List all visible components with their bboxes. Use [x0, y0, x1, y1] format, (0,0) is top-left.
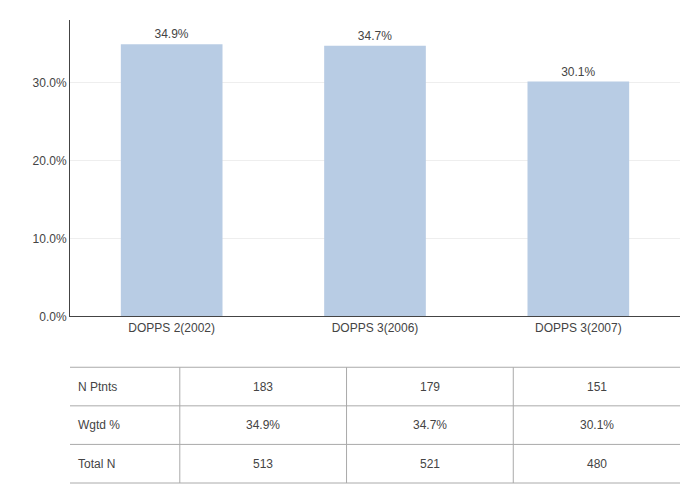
svg-text:Total N: Total N: [78, 457, 115, 471]
svg-text:DOPPS 3(2006): DOPPS 3(2006): [332, 321, 419, 335]
svg-text:34.9%: 34.9%: [246, 418, 280, 432]
svg-text:34.7%: 34.7%: [358, 29, 392, 43]
svg-text:151: 151: [587, 380, 607, 394]
svg-text:34.7%: 34.7%: [413, 418, 447, 432]
svg-text:DOPPS 2(2002): DOPPS 2(2002): [128, 321, 215, 335]
svg-text:10.0%: 10.0%: [33, 232, 67, 246]
svg-text:30.0%: 30.0%: [33, 76, 67, 90]
svg-text:Wgtd %: Wgtd %: [78, 418, 120, 432]
svg-text:179: 179: [420, 380, 440, 394]
svg-text:513: 513: [253, 457, 273, 471]
svg-text:30.1%: 30.1%: [580, 418, 614, 432]
svg-text:521: 521: [420, 457, 440, 471]
svg-text:0.0%: 0.0%: [39, 310, 67, 324]
svg-text:DOPPS 3(2007): DOPPS 3(2007): [535, 321, 622, 335]
svg-text:20.0%: 20.0%: [33, 154, 67, 168]
svg-text:N Ptnts: N Ptnts: [78, 380, 117, 394]
svg-text:34.9%: 34.9%: [154, 27, 188, 41]
svg-text:183: 183: [253, 380, 273, 394]
svg-text:30.1%: 30.1%: [561, 65, 595, 79]
svg-text:480: 480: [587, 457, 607, 471]
